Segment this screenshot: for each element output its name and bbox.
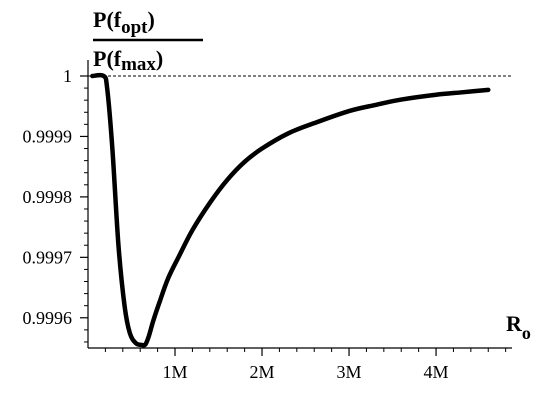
x-tick-label: 1M <box>163 362 188 382</box>
y-axis-title: P(fopt) P(fmax) <box>93 7 203 75</box>
tick-labels: 1 0.9999 0.9998 0.9997 0.9996 1M 2M 3M 4M <box>23 66 449 382</box>
x-tick-label: 4M <box>424 362 449 382</box>
y-tick-label: 0.9998 <box>23 187 73 207</box>
ticks <box>80 75 507 356</box>
plot-area <box>90 72 491 348</box>
y-axis-title-denominator: P(fmax) <box>93 46 163 75</box>
y-axis-title-numerator: P(fopt) <box>93 7 155 38</box>
x-tick-label: 3M <box>337 362 362 382</box>
y-tick-label: 0.9997 <box>23 247 73 267</box>
axes <box>87 60 512 349</box>
y-tick-label: 0.9999 <box>23 126 73 146</box>
y-tick-label: 1 <box>63 66 72 86</box>
x-tick-label: 2M <box>250 362 275 382</box>
x-axis-title: Ro <box>506 311 531 343</box>
y-tick-label: 0.9996 <box>23 308 73 328</box>
series-line <box>90 72 491 348</box>
